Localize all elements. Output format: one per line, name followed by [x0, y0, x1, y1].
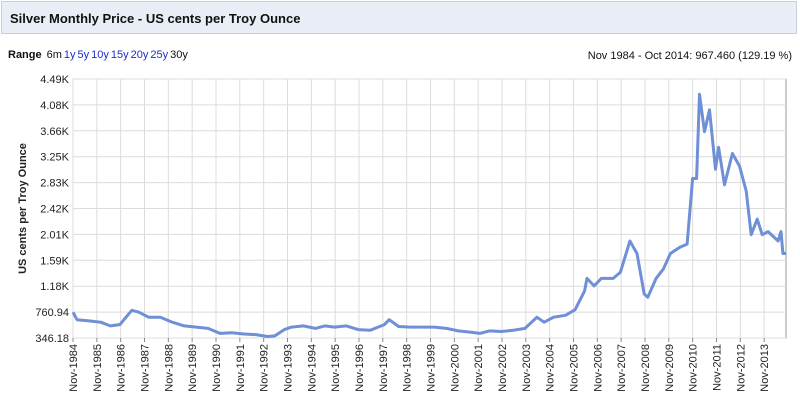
- range-option[interactable]: 20y: [130, 49, 149, 61]
- x-tick-label: Nov-2012: [735, 344, 747, 392]
- y-tick-label: 3.66K: [40, 126, 69, 138]
- y-tick-label: 4.08K: [40, 100, 69, 112]
- x-tick-label: Nov-1997: [378, 344, 390, 392]
- y-tick-label: 4.49K: [40, 74, 69, 86]
- x-tick-label: Nov-1996: [354, 344, 366, 392]
- x-tick-label: Nov-1989: [187, 344, 199, 392]
- y-tick-label: 1.18K: [40, 281, 69, 293]
- y-tick-label: 1.59K: [40, 255, 69, 267]
- x-tick-label: Nov-1984: [68, 344, 80, 392]
- x-tick-label: Nov-1993: [282, 344, 294, 392]
- x-tick-label: Nov-2000: [449, 344, 461, 392]
- y-tick-label: 3.25K: [40, 152, 69, 164]
- x-tick-label: Nov-2001: [473, 344, 485, 392]
- x-tick-label: Nov-2003: [521, 344, 533, 392]
- x-tick-label: Nov-2009: [664, 344, 676, 392]
- range-bar: Range 6m 1y 5y 10y 15y 20y 25y 30y: [8, 49, 190, 61]
- y-tick-label: 2.42K: [40, 204, 69, 216]
- title-bar: Silver Monthly Price - US cents per Troy…: [1, 1, 797, 34]
- x-tick-label: Nov-2006: [592, 344, 604, 392]
- y-tick-label: 2.83K: [40, 178, 69, 190]
- chart-title: Silver Monthly Price - US cents per Troy…: [10, 11, 301, 26]
- summary: Nov 1984 - Oct 2014: 967.460 (129.19 %): [587, 50, 792, 62]
- x-tick-label: Nov-2010: [688, 344, 700, 392]
- x-tick-label: Nov-2008: [640, 344, 652, 392]
- x-tick-label: Nov-2007: [616, 344, 628, 392]
- x-tick-label: Nov-1999: [425, 344, 437, 392]
- x-tick-label: Nov-2011: [711, 344, 723, 391]
- y-axis-label: US cents per Troy Ounce: [17, 143, 29, 274]
- x-tick-label: Nov-1992: [259, 344, 271, 392]
- x-tick-label: Nov-1986: [116, 344, 128, 392]
- range-option: 30y: [170, 49, 188, 61]
- x-tick-label: Nov-1994: [306, 344, 318, 392]
- x-tick-label: Nov-2005: [568, 344, 580, 392]
- x-tick-label: Nov-1988: [163, 344, 175, 392]
- x-tick-label: Nov-2013: [759, 344, 771, 392]
- x-tick-label: Nov-1985: [92, 344, 104, 392]
- x-tick-label: Nov-1998: [402, 344, 414, 392]
- y-tick-label: 760.94: [35, 307, 69, 319]
- x-tick-label: Nov-1987: [139, 344, 151, 392]
- x-tick-label: Nov-2004: [545, 344, 557, 392]
- range-option[interactable]: 1y: [63, 49, 76, 61]
- price-line: [71, 92, 786, 338]
- x-tick-label: Nov-1990: [211, 344, 223, 392]
- range-option[interactable]: 15y: [110, 49, 129, 61]
- range-label: Range: [8, 49, 42, 61]
- range-option[interactable]: 25y: [150, 49, 169, 61]
- range-option: 6m: [46, 49, 62, 61]
- range-option[interactable]: 5y: [77, 49, 90, 61]
- x-tick-label: Nov-1995: [330, 344, 342, 392]
- x-tick-label: Nov-2002: [497, 344, 509, 392]
- y-tick-label: 2.01K: [40, 229, 69, 241]
- y-tick-label: 346.18: [35, 333, 69, 345]
- range-option[interactable]: 10y: [91, 49, 109, 61]
- x-tick-label: Nov-1991: [235, 344, 247, 392]
